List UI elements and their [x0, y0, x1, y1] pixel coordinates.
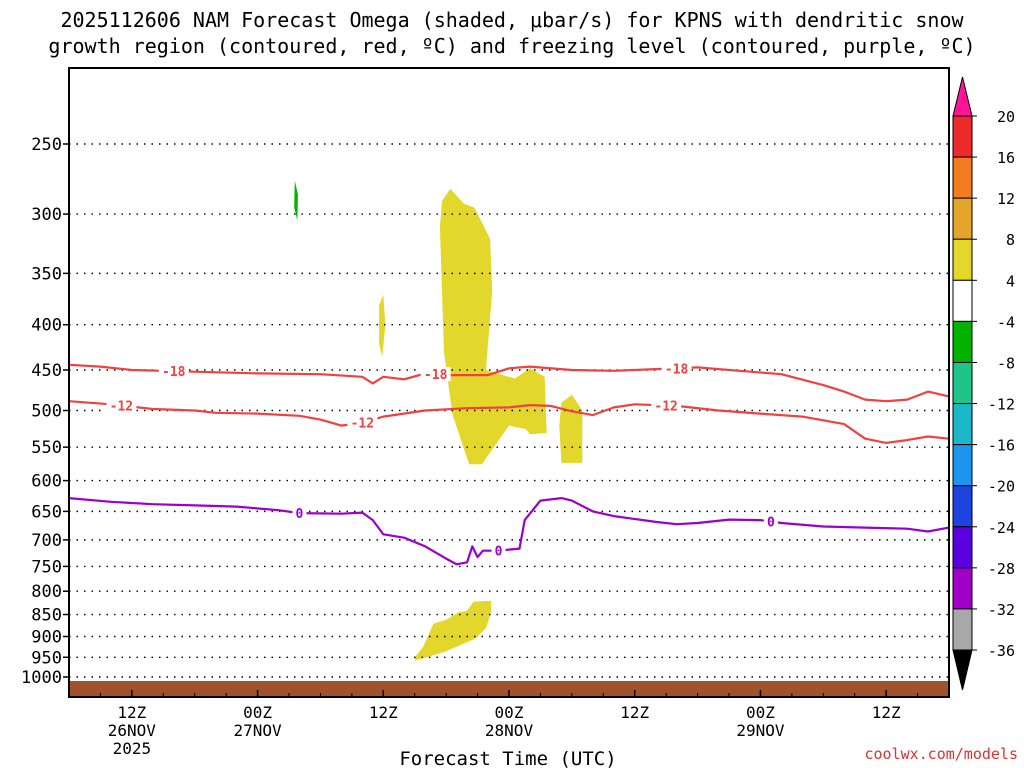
x-tick-label: 00Z	[243, 703, 272, 722]
x-tick-label: 00Z	[746, 703, 775, 722]
colorbar-label: -8	[997, 354, 1015, 372]
colorbar-label: 8	[1006, 231, 1015, 249]
terrain-strip-top	[69, 681, 949, 696]
y-tick-label: 600	[31, 472, 62, 492]
colorbar-bottom-arrow	[952, 649, 973, 691]
colorbar-bin	[952, 567, 973, 610]
contour-label-bg	[158, 364, 189, 379]
y-tick-label: 250	[31, 135, 62, 155]
x-tick-date: 28NOV	[485, 721, 534, 740]
y-tick-label: 850	[31, 606, 62, 626]
y-tick-label: 700	[31, 531, 62, 551]
colorbar-label: -12	[988, 396, 1015, 414]
x-tick-label: 12Z	[117, 703, 146, 722]
y-tick-label: 800	[31, 582, 62, 602]
contour-label: -18	[424, 368, 448, 383]
colorbar-bin	[952, 485, 973, 528]
colorbar-label: 20	[997, 108, 1015, 126]
contour-label: 0	[767, 516, 775, 531]
contour-line-isotherm-minus18	[68, 363, 950, 403]
contour-label: -18	[665, 362, 689, 377]
contour-label: -18	[162, 365, 186, 380]
contour-label: -12	[351, 417, 374, 432]
colorbar-label: 12	[997, 190, 1015, 208]
colorbar-top-arrow	[952, 76, 973, 117]
colorbar-label: -20	[988, 478, 1015, 496]
x-tick-date: 27NOV	[233, 721, 282, 740]
y-tick-label: 400	[31, 316, 62, 336]
colorbar-bin	[952, 608, 973, 651]
colorbar-bin	[952, 238, 973, 281]
contour-label-bg	[651, 398, 682, 413]
contour-label: 0	[495, 545, 503, 560]
colorbar-bin	[952, 156, 973, 199]
colorbar-bin	[952, 403, 973, 446]
colorbar-label: -28	[988, 560, 1015, 578]
contour-line-freezing-level	[68, 497, 950, 566]
x-tick-date: 26NOV	[108, 721, 157, 740]
colorbar-label: -32	[988, 601, 1015, 619]
x-tick-label: 12Z	[620, 703, 649, 722]
contour-label: -12	[654, 399, 677, 414]
x-tick-year: 2025	[113, 739, 152, 758]
colorbar-label: 4	[1006, 272, 1015, 290]
x-tick-date: 29NOV	[736, 721, 785, 740]
omega-region-green	[294, 180, 298, 221]
contour-label-bg	[347, 415, 378, 430]
contour-label-bg	[292, 506, 307, 521]
y-tick-label: 1000	[21, 668, 62, 688]
omega-region-low	[414, 600, 492, 661]
omega-region-thin	[379, 294, 386, 357]
contour-label: -12	[110, 399, 133, 414]
chart-title-line-2: growth region (contoured, red, ºC) and f…	[48, 34, 976, 58]
y-tick-label: 950	[31, 648, 62, 668]
contour-label-bg	[491, 543, 506, 558]
y-tick-label: 750	[31, 557, 62, 577]
colorbar-label: -24	[988, 519, 1015, 537]
contour-line-isotherm-minus12	[68, 400, 950, 444]
colorbar-bin	[952, 361, 973, 405]
x-axis-title: Forecast Time (UTC)	[399, 748, 616, 768]
contour-label-bg	[106, 398, 137, 413]
colorbar-bin	[952, 279, 973, 322]
colorbar-bin	[952, 526, 973, 569]
y-tick-label: 350	[31, 264, 62, 284]
chart-title-line-1: 2025112606 NAM Forecast Omega (shaded, μ…	[60, 8, 964, 32]
omega-region-mid-east	[509, 368, 547, 435]
contour-label: 0	[296, 507, 304, 522]
y-tick-label: 500	[31, 402, 62, 422]
colorbar-bin	[952, 115, 973, 158]
colorbar-label: -36	[988, 642, 1015, 660]
y-tick-label: 650	[31, 502, 62, 522]
colorbar-bin	[952, 444, 973, 487]
contour-label-bg	[420, 367, 451, 382]
colorbar-label: -16	[988, 437, 1015, 455]
x-tick-label: 12Z	[369, 703, 398, 722]
colorbar-bin	[952, 197, 973, 240]
credit-text[interactable]: coolwx.com/models	[864, 745, 1018, 763]
y-tick-label: 900	[31, 627, 62, 647]
x-tick-label: 12Z	[872, 703, 901, 722]
x-tick-label: 00Z	[495, 703, 524, 722]
y-tick-label: 450	[31, 361, 62, 381]
omega-region-east	[559, 394, 583, 463]
contour-label-bg	[661, 361, 692, 376]
omega-region-main	[439, 188, 527, 465]
colorbar-label: 16	[997, 149, 1015, 167]
y-tick-label: 550	[31, 438, 62, 458]
y-tick-label: 300	[31, 205, 62, 225]
contour-label-bg	[763, 514, 778, 529]
colorbar-label: -4	[997, 313, 1015, 331]
colorbar-bin	[952, 320, 973, 363]
